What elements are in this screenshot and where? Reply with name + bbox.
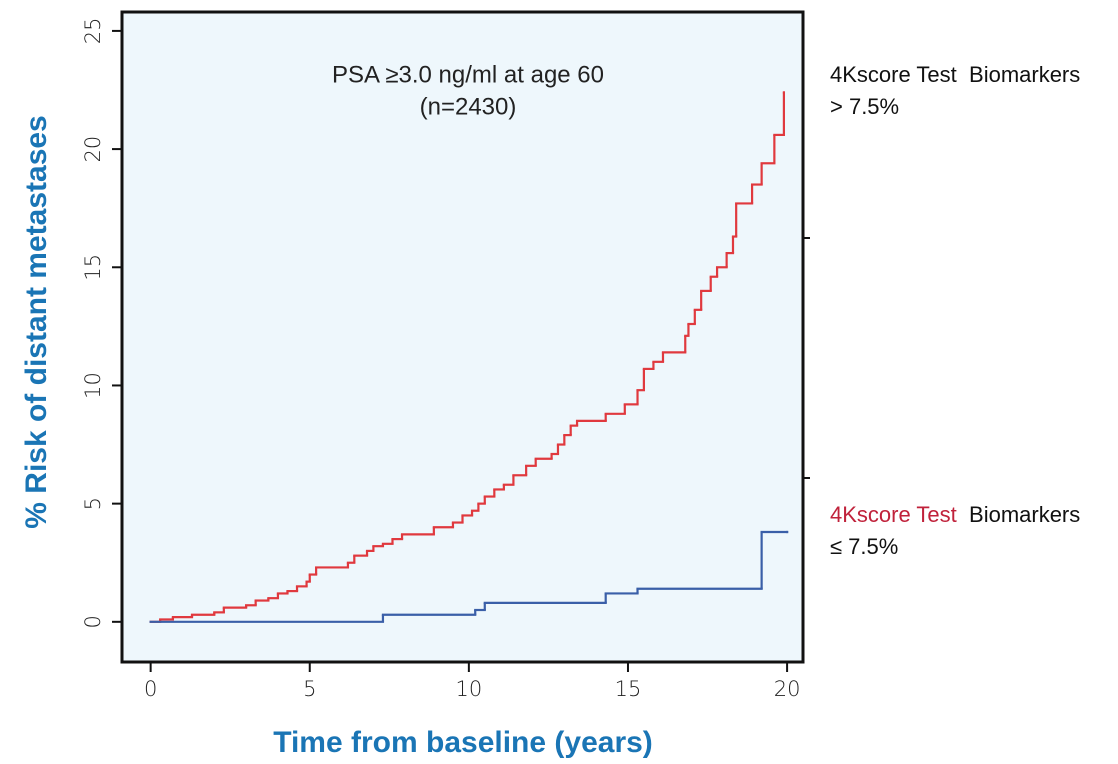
- y-tick-label: 20: [81, 136, 105, 163]
- y-tick-label: 25: [81, 18, 105, 45]
- y-tick-label: 5: [81, 497, 105, 510]
- y-tick-label: 10: [81, 372, 105, 399]
- x-tick-label: 15: [615, 677, 642, 701]
- annotation: PSA ≥3.0 ng/ml at age 60: [332, 61, 604, 88]
- y-tick-label: 0: [81, 615, 105, 628]
- legend-prefix: Biomarkers: [969, 502, 1080, 527]
- x-tick-label: 0: [144, 677, 157, 701]
- x-tick-label: 20: [774, 677, 801, 701]
- x-axis-title: Time from baseline (years): [273, 726, 653, 759]
- legend-label: > 7.5%: [830, 94, 899, 119]
- legend-prefix: 4Kscore Test: [830, 502, 957, 527]
- plot-frame: [120, 10, 805, 664]
- legend-prefix: Biomarkers: [969, 62, 1080, 87]
- legend-entry: 4Kscore Test Biomarkers: [830, 62, 1080, 87]
- y-axis-title: % Risk of distant metastases: [20, 115, 53, 528]
- legend-prefix: 4Kscore Test: [830, 62, 957, 87]
- legend-entry: 4Kscore Test Biomarkers: [830, 502, 1080, 527]
- annotation: (n=2430): [420, 93, 517, 120]
- x-tick-label: 10: [455, 677, 482, 701]
- plot-background: [122, 12, 803, 662]
- legend-label: ≤ 7.5%: [830, 534, 898, 559]
- x-tick-label: 5: [303, 677, 316, 701]
- y-tick-label: 15: [81, 254, 105, 281]
